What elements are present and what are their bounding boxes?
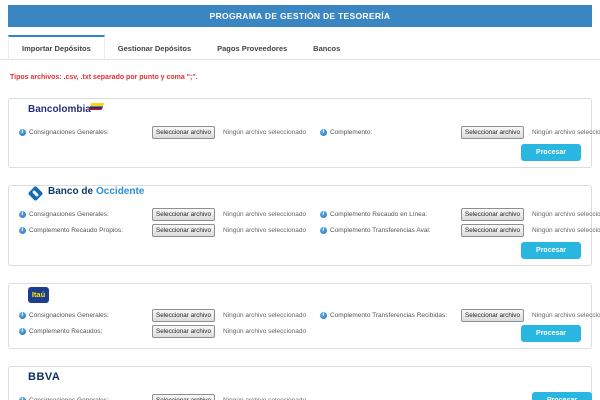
info-icon [19, 311, 26, 319]
no-file-text: Ningún archivo seleccionado [532, 211, 600, 218]
file-select-button[interactable]: Seleccionar archivo [152, 308, 215, 322]
field-label: Consignaciones Generales: [29, 129, 109, 136]
file-types-notice: Tipos archivos: .csv, .txt separado por … [10, 74, 198, 81]
field-label: Consignaciones Generales: [29, 211, 109, 218]
itau-upload-row-2: Complemento Recaudos: Seleccionar archiv… [19, 324, 581, 339]
file-select-button[interactable]: Seleccionar archivo [152, 394, 215, 400]
field-label-wrap: Complemento Recaudo Propios: [19, 227, 147, 234]
itau-upload-row-1: Consignaciones Generales: Seleccionar ar… [19, 308, 600, 323]
bbva-logo-text: BBVA [28, 370, 61, 383]
tab-importar-depositos[interactable]: Importar Depósitos [8, 35, 105, 59]
field-label-wrap: Consignaciones Generales: [19, 397, 147, 400]
tab-gestionar-depositos[interactable]: Gestionar Depósitos [117, 44, 192, 53]
no-file-text: Ningún archivo seleccionado [532, 311, 600, 319]
no-file-text: Ningún archivo seleccionado [532, 227, 600, 234]
field-label: Complemento Recaudos: [29, 327, 103, 335]
itau-logo-text: Itaú [31, 290, 46, 299]
card-footer: Procesar [19, 144, 581, 161]
field-label: Consignaciones Generales: [29, 311, 109, 319]
itau-card: Itaú Consignaciones Generales: Seleccion… [8, 283, 600, 349]
field-label: Consignaciones Generales: [29, 397, 109, 400]
banco-de-occidente-icon [27, 185, 44, 202]
info-icon [19, 211, 26, 218]
file-select-button[interactable]: Seleccionar archivo [152, 208, 215, 221]
field-label: Complemento Transferencias Recibidas: [330, 311, 448, 319]
no-file-text: Ningún archivo seleccionado [532, 129, 600, 136]
field-label-wrap: Consignaciones Generales: [19, 211, 147, 218]
file-select-button[interactable]: Seleccionar archivo [152, 324, 215, 338]
field-label-wrap: Complemento Transferencias Recibidas: [320, 311, 456, 319]
info-icon [320, 227, 327, 234]
info-icon [19, 327, 26, 335]
field-label-wrap: Complemento Transferencias Aval: [320, 227, 456, 234]
info-icon [19, 397, 26, 400]
banco-de-occidente-logo-text: Banco de [48, 186, 94, 197]
field-label: Complemento: [330, 129, 373, 136]
bbva-upload-row: Consignaciones Generales: Seleccionar ar… [19, 392, 592, 400]
card-footer: Procesar [19, 324, 581, 342]
bancolombia-logo: Bancolombia [23, 103, 108, 122]
itau-logo-box: Itaú [28, 286, 49, 303]
bancolombia-logo-text: Bancolombia [28, 104, 91, 115]
no-file-text: Ningún archivo seleccionado [223, 311, 307, 319]
no-file-text: Ningún archivo seleccionado [223, 129, 307, 136]
no-file-text: Ningún archivo seleccionado [223, 227, 307, 234]
field-label-wrap: Consignaciones Generales: [19, 311, 147, 319]
info-icon [320, 211, 327, 218]
tab-pagos-proveedores[interactable]: Pagos Proveedores [217, 44, 288, 53]
procesar-button-bancolombia[interactable]: Procesar [521, 144, 581, 161]
field-label-wrap: Complemento: [320, 129, 456, 136]
page-title: PROGRAMA DE GESTIÓN DE TESORERÍA [209, 11, 391, 21]
field-label-wrap: Complemento Recaudo en Línea: [320, 211, 456, 218]
field-label-wrap: Complemento Recaudos: [19, 327, 147, 335]
info-icon [19, 129, 26, 136]
file-select-button[interactable]: Seleccionar archivo [152, 126, 215, 139]
no-file-text: Ningún archivo seleccionado [223, 211, 307, 218]
occidente-upload-row-2: Complemento Recaudo Propios: Seleccionar… [19, 223, 600, 238]
procesar-button-itau[interactable]: Procesar [521, 324, 581, 342]
field-label-wrap: Consignaciones Generales: [19, 129, 147, 136]
bbva-logo: BBVA [23, 370, 66, 389]
procesar-button-occidente[interactable]: Procesar [521, 242, 581, 259]
banco-de-occidente-logo-text: Occidente [96, 186, 145, 197]
bancolombia-flag-icon [88, 103, 105, 110]
procesar-button-bbva[interactable]: Procesar [532, 392, 592, 400]
field-label: Complemento Transferencias Aval: [330, 227, 431, 234]
file-select-button[interactable]: Seleccionar archivo [461, 208, 524, 221]
file-select-button[interactable]: Seleccionar archivo [461, 308, 524, 322]
occidente-upload-row-1: Consignaciones Generales: Seleccionar ar… [19, 207, 600, 222]
bancolombia-card: Bancolombia Consignaciones Generales: Se… [8, 98, 600, 168]
header-bar: PROGRAMA DE GESTIÓN DE TESORERÍA [8, 5, 592, 27]
bbva-card: BBVA Consignaciones Generales: Seleccion… [8, 365, 592, 400]
bancolombia-upload-row: Consignaciones Generales: Seleccionar ar… [19, 125, 600, 140]
app-root: PROGRAMA DE GESTIÓN DE TESORERÍA Importa… [0, 5, 600, 400]
card-footer: Procesar [19, 242, 581, 259]
file-select-button[interactable]: Seleccionar archivo [461, 224, 524, 237]
file-select-button[interactable]: Seleccionar archivo [461, 126, 524, 139]
tab-bar: Importar Depósitos Gestionar Depósitos P… [0, 35, 600, 60]
field-label: Complemento Recaudo Propios: [29, 227, 123, 234]
info-icon [320, 311, 327, 319]
itau-logo: Itaú [23, 286, 54, 305]
file-select-button[interactable]: Seleccionar archivo [152, 224, 215, 237]
no-file-text: Ningún archivo seleccionado [223, 397, 315, 400]
info-icon [19, 227, 26, 234]
info-icon [320, 129, 327, 136]
field-label: Complemento Recaudo en Línea: [330, 211, 428, 218]
banco-de-occidente-card: Banco de Occidente Consignaciones Genera… [8, 185, 600, 266]
tab-bancos[interactable]: Bancos [313, 44, 341, 53]
no-file-text: Ningún archivo seleccionado [223, 327, 307, 335]
banco-de-occidente-logo: Banco de Occidente [23, 185, 150, 204]
